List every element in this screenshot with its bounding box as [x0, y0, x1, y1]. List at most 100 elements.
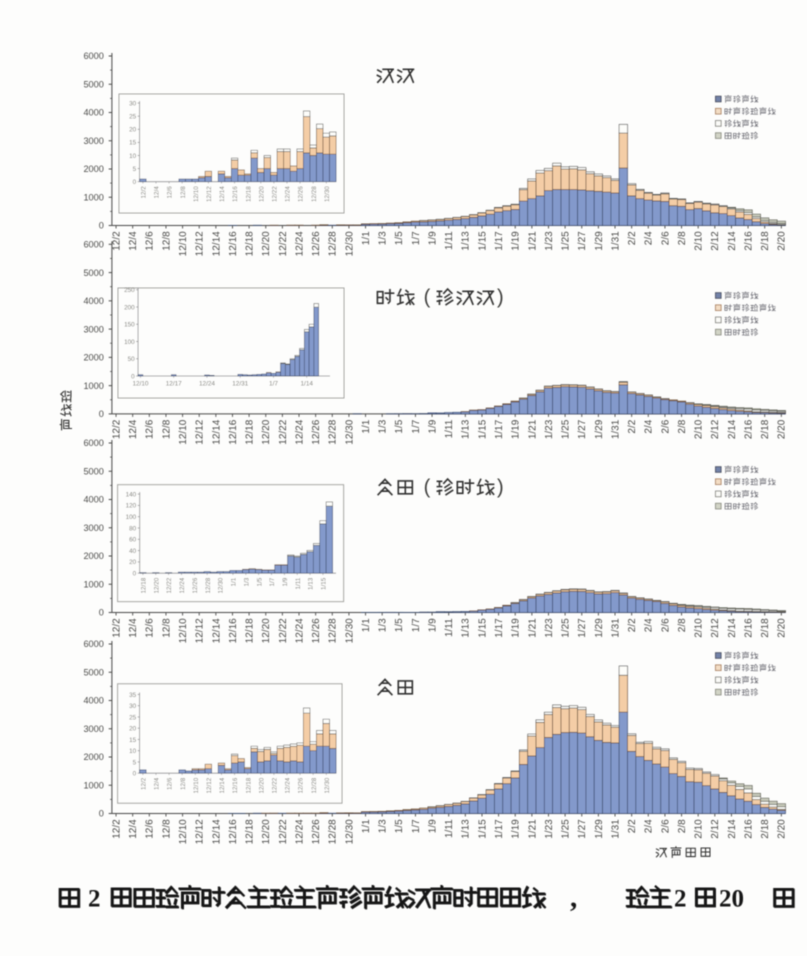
svg-text:1/7: 1/7 [411, 231, 422, 245]
svg-text:12/24: 12/24 [294, 419, 305, 444]
svg-text:1/29: 1/29 [594, 819, 605, 839]
svg-text:12/10: 12/10 [132, 381, 148, 388]
svg-text:1/1: 1/1 [361, 819, 372, 833]
svg-text:2/4: 2/4 [644, 819, 655, 833]
svg-text:0: 0 [99, 809, 104, 819]
svg-text:1/27: 1/27 [577, 231, 588, 251]
svg-text:1/17: 1/17 [494, 618, 505, 638]
svg-text:12/18: 12/18 [141, 577, 148, 593]
svg-text:2/4: 2/4 [644, 419, 655, 433]
svg-text:12/18: 12/18 [245, 186, 252, 202]
svg-text:12/26: 12/26 [311, 419, 322, 444]
svg-text:1/25: 1/25 [561, 231, 572, 251]
svg-text:12/2: 12/2 [111, 618, 122, 638]
svg-text:12/20: 12/20 [258, 777, 265, 793]
svg-text:12/14: 12/14 [211, 819, 222, 844]
svg-text:20: 20 [129, 726, 137, 733]
svg-text:1/3: 1/3 [378, 618, 389, 632]
svg-text:30: 30 [129, 703, 137, 710]
svg-text:20: 20 [129, 559, 137, 566]
svg-text:1/25: 1/25 [561, 618, 572, 638]
svg-text:4000: 4000 [83, 108, 103, 118]
svg-text:2/2: 2/2 [627, 819, 638, 833]
svg-text:1/23: 1/23 [544, 419, 555, 439]
svg-text:2/12: 2/12 [710, 618, 721, 638]
svg-text:12/6: 12/6 [167, 186, 174, 199]
svg-text:200: 200 [124, 304, 135, 311]
svg-text:1/9: 1/9 [427, 419, 438, 433]
svg-text:2/4: 2/4 [644, 231, 655, 245]
svg-text:12/8: 12/8 [180, 186, 187, 199]
svg-text:12/16: 12/16 [228, 819, 239, 844]
svg-text:1/3: 1/3 [378, 819, 389, 833]
svg-text:1/3: 1/3 [378, 419, 389, 433]
svg-text:12/20: 12/20 [261, 419, 272, 444]
svg-text:5000: 5000 [83, 79, 103, 89]
svg-text:1/5: 1/5 [394, 618, 405, 632]
svg-text:2/6: 2/6 [660, 819, 671, 833]
svg-text:1/15: 1/15 [321, 577, 328, 590]
svg-text:(: ( [424, 287, 431, 309]
svg-text:12/28: 12/28 [311, 186, 318, 202]
svg-text:12/2: 12/2 [111, 419, 122, 439]
svg-text:1/14: 1/14 [301, 381, 314, 388]
svg-text:12/12: 12/12 [195, 819, 206, 844]
svg-text:12/16: 12/16 [228, 419, 239, 444]
svg-text:2/8: 2/8 [677, 618, 688, 632]
svg-text:12/24: 12/24 [285, 777, 292, 793]
svg-text:12/26: 12/26 [298, 777, 305, 793]
svg-text:2/12: 2/12 [710, 419, 721, 439]
svg-text:12/4: 12/4 [128, 819, 139, 839]
svg-text:12/6: 12/6 [145, 231, 156, 251]
svg-text:12/4: 12/4 [128, 419, 139, 439]
svg-text:12/30: 12/30 [324, 186, 331, 202]
svg-text:12/18: 12/18 [245, 419, 256, 444]
svg-text:1/17: 1/17 [494, 419, 505, 439]
svg-text:12/14: 12/14 [219, 186, 226, 202]
svg-text:2/20: 2/20 [777, 231, 788, 251]
svg-text:12/8: 12/8 [161, 419, 172, 439]
svg-text:4000: 4000 [83, 296, 103, 306]
svg-text:12/30: 12/30 [344, 618, 355, 643]
svg-text:1/29: 1/29 [594, 618, 605, 638]
svg-text:0: 0 [133, 179, 137, 186]
svg-text:1/19: 1/19 [511, 618, 522, 638]
svg-text:12/2: 12/2 [111, 231, 122, 251]
svg-text:2/6: 2/6 [660, 231, 671, 245]
svg-text:1/15: 1/15 [477, 618, 488, 638]
svg-text:12/26: 12/26 [311, 819, 322, 844]
svg-text:6000: 6000 [83, 240, 103, 250]
svg-text:12/10: 12/10 [178, 819, 189, 844]
svg-text:12/22: 12/22 [271, 777, 278, 793]
svg-text:12/16: 12/16 [232, 186, 239, 202]
svg-text:1/13: 1/13 [461, 231, 472, 251]
svg-text:1/17: 1/17 [494, 231, 505, 251]
svg-text:12/26: 12/26 [311, 618, 322, 643]
svg-text:12/24: 12/24 [285, 186, 292, 202]
svg-text:1/27: 1/27 [577, 819, 588, 839]
svg-text:12/8: 12/8 [180, 777, 187, 790]
svg-text:1000: 1000 [83, 780, 103, 790]
svg-text:1/1: 1/1 [361, 231, 372, 245]
svg-text:20: 20 [719, 886, 744, 913]
svg-text:12/30: 12/30 [344, 419, 355, 444]
svg-text:5: 5 [133, 759, 137, 766]
svg-text:12/28: 12/28 [328, 419, 339, 444]
svg-text:12/26: 12/26 [311, 231, 322, 256]
svg-text:12/18: 12/18 [245, 777, 252, 793]
svg-text:1/29: 1/29 [594, 419, 605, 439]
svg-text:12/17: 12/17 [166, 381, 182, 388]
svg-text:1/23: 1/23 [544, 231, 555, 251]
svg-text:0: 0 [99, 221, 104, 231]
svg-text:0: 0 [133, 571, 137, 578]
svg-text:12/2: 12/2 [140, 777, 147, 790]
svg-text:250: 250 [124, 287, 135, 294]
svg-text:12/30: 12/30 [324, 777, 331, 793]
svg-text:12/12: 12/12 [195, 231, 206, 256]
svg-text:1/3: 1/3 [243, 577, 250, 586]
svg-text:2/2: 2/2 [627, 231, 638, 245]
svg-text:2: 2 [88, 886, 101, 913]
svg-text:12/24: 12/24 [294, 618, 305, 643]
svg-text:12/6: 12/6 [167, 777, 174, 790]
svg-text:2/14: 2/14 [727, 618, 738, 638]
